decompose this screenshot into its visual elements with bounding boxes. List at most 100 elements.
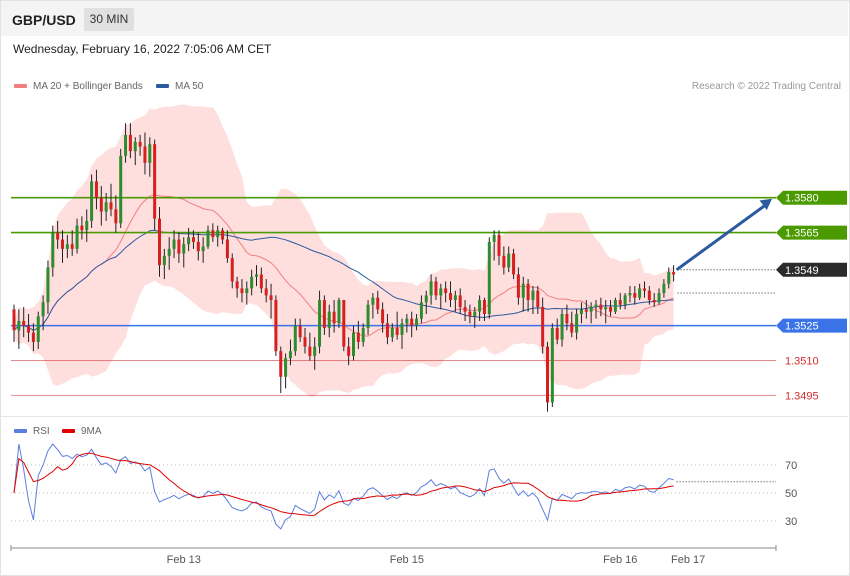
candle xyxy=(293,325,297,352)
level-label-1.3580: 1.3580 xyxy=(785,193,819,205)
legend-rsi-label: RSI xyxy=(33,426,50,437)
candle xyxy=(148,144,152,163)
candle xyxy=(124,134,128,156)
candle xyxy=(51,232,55,268)
candle xyxy=(322,300,326,328)
panel-divider xyxy=(1,416,848,417)
candle xyxy=(85,220,89,231)
candle xyxy=(27,325,31,333)
rsi-line xyxy=(13,443,674,530)
candle xyxy=(541,307,545,347)
candle xyxy=(618,300,622,305)
candle xyxy=(279,351,283,377)
candle xyxy=(419,302,423,319)
candle xyxy=(672,272,676,275)
candle xyxy=(502,255,506,268)
candle xyxy=(352,332,355,356)
candle xyxy=(255,274,258,277)
legend-ma20: MA 20 + Bollinger Bands xyxy=(14,81,143,92)
candle xyxy=(565,313,569,324)
candle xyxy=(332,311,336,324)
candle xyxy=(191,237,195,242)
candle xyxy=(138,141,142,147)
candle xyxy=(133,141,137,152)
candle xyxy=(570,323,574,333)
candle xyxy=(652,300,656,303)
projection-arrow-shaft xyxy=(675,203,767,272)
symbol-title: GBP/USD xyxy=(12,12,76,28)
credit-text: Research © 2022 Trading Central xyxy=(691,81,841,92)
candle xyxy=(599,304,603,310)
candle xyxy=(361,327,365,342)
candle xyxy=(531,290,535,301)
candle xyxy=(449,293,452,301)
candle xyxy=(284,358,288,377)
candle xyxy=(31,332,35,342)
candle xyxy=(575,313,579,333)
projection-arrow-head xyxy=(759,198,772,211)
candle xyxy=(12,309,16,331)
candle xyxy=(240,288,244,294)
candle xyxy=(550,327,554,403)
candle xyxy=(434,281,438,296)
level-tag-1.3565 xyxy=(776,225,847,240)
candle xyxy=(264,288,268,296)
candle xyxy=(22,320,26,326)
candle xyxy=(225,239,229,259)
candle xyxy=(177,239,181,254)
candle xyxy=(75,225,79,249)
x-tick-label: Feb 15 xyxy=(390,554,424,566)
candle xyxy=(65,244,69,249)
candle xyxy=(366,304,370,328)
candle xyxy=(468,311,472,317)
candle xyxy=(172,239,176,249)
candle xyxy=(381,309,385,324)
candle xyxy=(662,283,666,294)
candle xyxy=(119,155,123,224)
candle xyxy=(579,309,583,314)
candle xyxy=(143,146,147,163)
legend-9ma-swatch xyxy=(62,429,75,434)
candle xyxy=(453,295,457,301)
top-bar: GBP/USD 30 MIN xyxy=(1,1,848,36)
candle xyxy=(555,327,559,340)
candle xyxy=(492,234,496,242)
candle xyxy=(36,316,40,342)
candle xyxy=(313,346,317,356)
candle xyxy=(109,202,113,210)
candle xyxy=(487,241,491,314)
candle xyxy=(216,230,220,238)
candle xyxy=(594,304,598,308)
candle xyxy=(41,302,45,317)
candle xyxy=(17,320,21,331)
candle xyxy=(628,293,632,296)
candle xyxy=(245,288,249,294)
candle xyxy=(560,313,564,340)
candle xyxy=(114,209,118,224)
candle xyxy=(415,318,419,326)
timeframe-button[interactable]: 30 MIN xyxy=(84,8,134,31)
candle xyxy=(342,300,346,347)
candle xyxy=(385,323,389,338)
candle xyxy=(478,300,482,312)
candle xyxy=(269,295,273,301)
candle xyxy=(70,244,74,249)
candle xyxy=(613,300,617,312)
candle xyxy=(507,253,511,268)
level-label-1.3565: 1.3565 xyxy=(785,228,819,240)
candle xyxy=(512,253,516,275)
candle xyxy=(546,346,549,403)
legend-rsi-swatch xyxy=(14,429,27,434)
candle xyxy=(153,144,157,219)
level-label-1.3495: 1.3495 xyxy=(785,390,819,402)
candle xyxy=(584,309,588,312)
level-tag-1.3580 xyxy=(776,190,847,205)
candle xyxy=(643,288,646,291)
legend-rsi: RSI xyxy=(14,426,50,437)
candle xyxy=(623,295,627,305)
level-label-1.3525: 1.3525 xyxy=(785,321,819,333)
candle xyxy=(482,300,486,314)
candle xyxy=(61,239,64,249)
candle xyxy=(206,230,210,247)
